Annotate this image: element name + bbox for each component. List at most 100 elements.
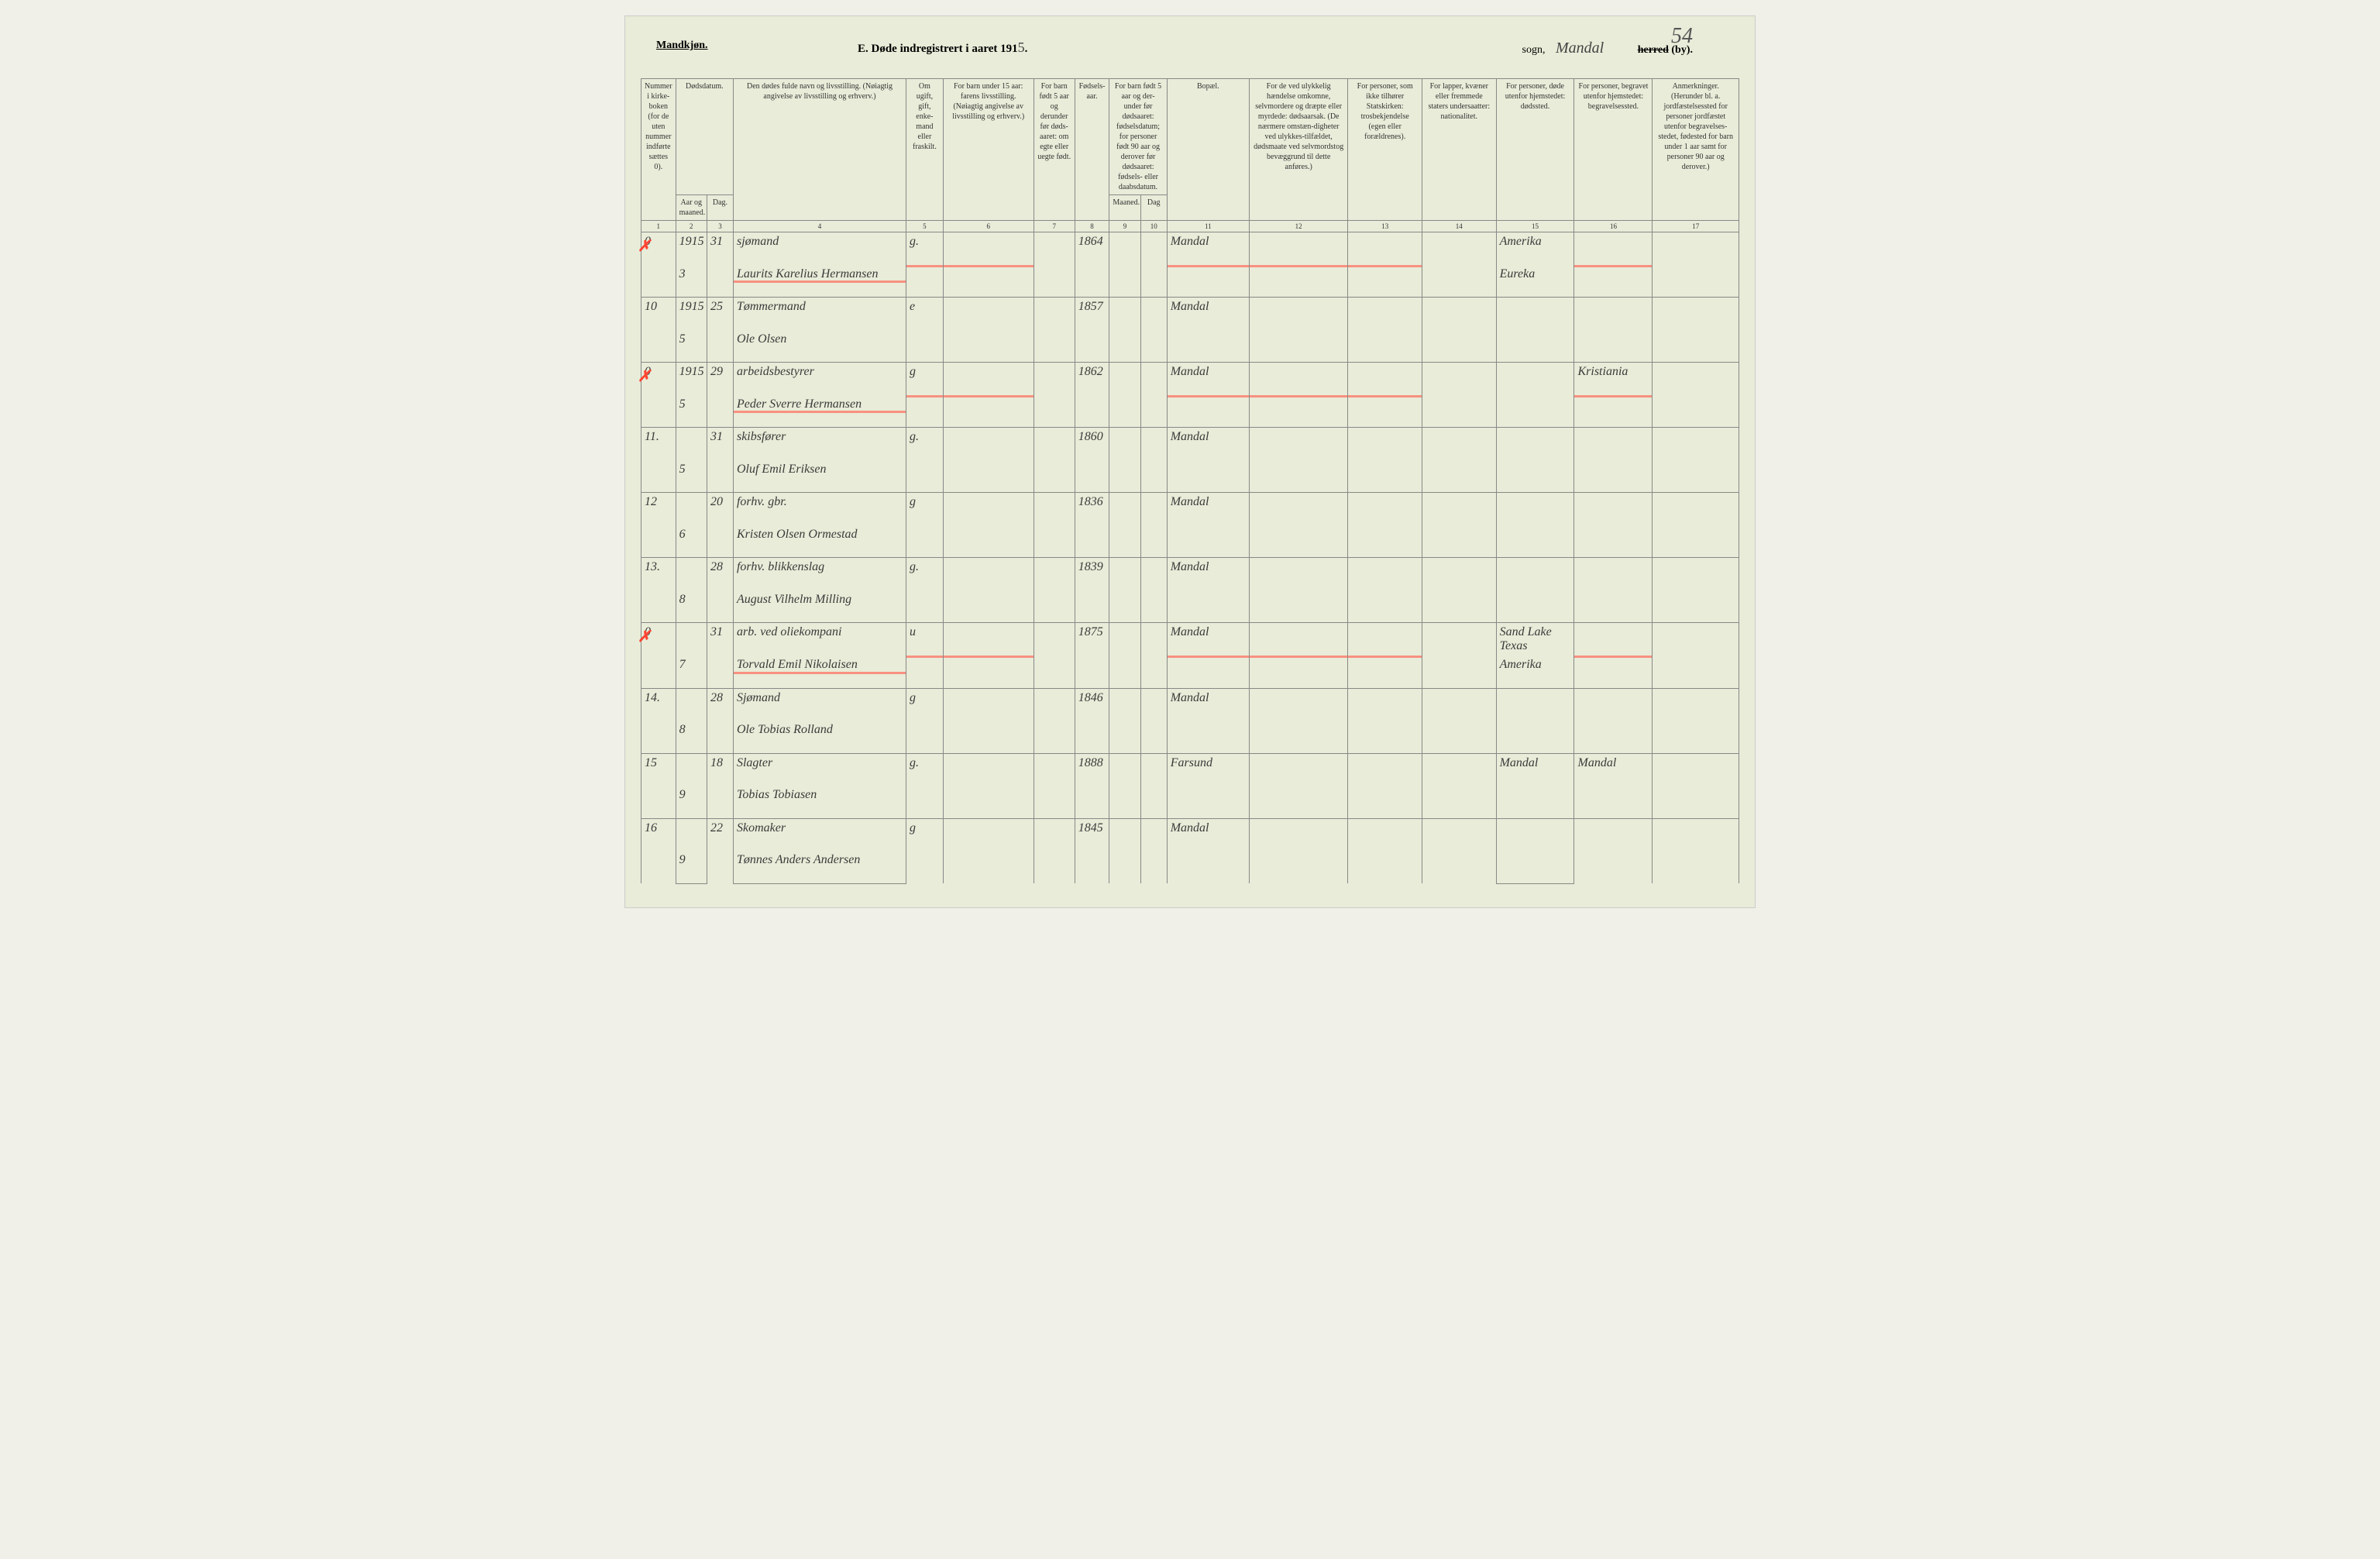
deceased-name: Kristen Olsen Ormestad	[733, 525, 906, 558]
cause	[1249, 688, 1347, 753]
year	[676, 558, 707, 590]
nationality	[1422, 818, 1496, 883]
table-head: Nummer i kirke-boken (for de uten nummer…	[641, 79, 1739, 232]
red-strike-line	[734, 672, 906, 674]
death-place: Amerika	[1496, 232, 1574, 265]
remarks	[1653, 623, 1739, 689]
birth-year: 1857	[1075, 298, 1109, 363]
red-strike-line	[1250, 656, 1347, 658]
deceased-name: Torvald Emil Nikolaisen	[733, 656, 906, 688]
month: 3	[676, 265, 707, 298]
table-row: ✗031arb. ved oliekompaniu1875MandalSand …	[641, 623, 1739, 656]
year	[676, 493, 707, 525]
red-strike-line	[1250, 395, 1347, 397]
death-place-2	[1496, 395, 1574, 428]
page-header: Mandkjøn. E. Døde indregistrert i aaret …	[641, 40, 1739, 71]
father-occ	[943, 818, 1034, 883]
birth-day	[1140, 818, 1167, 883]
col-header: Dag.	[707, 195, 733, 221]
marital: g	[906, 493, 944, 558]
red-strike-line	[734, 280, 906, 283]
parish-block: sogn, Mandal herred (by).	[1522, 40, 1693, 57]
religion	[1348, 232, 1422, 298]
entry-number: ✗0	[641, 363, 676, 428]
death-place	[1496, 688, 1574, 721]
red-strike-line	[944, 395, 1034, 397]
year: 1915	[676, 363, 707, 395]
father-occ	[943, 493, 1034, 558]
occupation: arbeidsbestyrer	[733, 363, 906, 395]
father-occ	[943, 688, 1034, 753]
father-occ	[943, 428, 1034, 493]
burial-place	[1574, 558, 1653, 623]
birth-year: 1860	[1075, 428, 1109, 493]
deceased-name: Oluf Emil Eriksen	[733, 460, 906, 493]
deceased-name: Peder Sverre Hermansen	[733, 395, 906, 428]
col-header: For barn født 5 aar og der-under før død…	[1109, 79, 1167, 195]
religion	[1348, 363, 1422, 428]
nationality	[1422, 232, 1496, 298]
year: 1915	[676, 298, 707, 330]
legit	[1034, 753, 1075, 818]
burial-place	[1574, 623, 1653, 689]
month: 5	[676, 330, 707, 363]
year	[676, 428, 707, 460]
legit	[1034, 688, 1075, 753]
religion	[1348, 753, 1422, 818]
table-row: 13.28forhv. blikkenslagg.1839Mandal	[641, 558, 1739, 590]
col-header: Dødsdatum.	[676, 79, 733, 195]
birth-month	[1109, 298, 1140, 363]
marital: g.	[906, 753, 944, 818]
death-place: Sand Lake Texas	[1496, 623, 1574, 656]
cause	[1249, 232, 1347, 298]
birth-month	[1109, 623, 1140, 689]
col-header: For barn født 5 aar og derunder før døds…	[1034, 79, 1075, 221]
red-strike-line	[1348, 656, 1422, 658]
death-place	[1496, 818, 1574, 851]
birth-month	[1109, 818, 1140, 883]
red-strike-line	[944, 656, 1034, 658]
cause	[1249, 493, 1347, 558]
death-place	[1496, 298, 1574, 330]
residence: Mandal	[1167, 818, 1249, 883]
religion	[1348, 493, 1422, 558]
birth-year: 1864	[1075, 232, 1109, 298]
year	[676, 753, 707, 786]
red-strike-line	[1168, 395, 1249, 397]
entry-number: 12	[641, 493, 676, 558]
col-header: For personer, som ikke tilhører Statskir…	[1348, 79, 1422, 221]
birth-month	[1109, 232, 1140, 298]
remarks	[1653, 688, 1739, 753]
legit	[1034, 818, 1075, 883]
cause	[1249, 818, 1347, 883]
ledger-page: 54 Mandkjøn. E. Døde indregistrert i aar…	[624, 15, 1756, 908]
birth-day	[1140, 753, 1167, 818]
birth-month	[1109, 688, 1140, 753]
burial-place: Kristiania	[1574, 363, 1653, 428]
remarks	[1653, 818, 1739, 883]
deceased-name: Tobias Tobiasen	[733, 786, 906, 818]
day: 31	[707, 428, 733, 493]
religion	[1348, 623, 1422, 689]
marital: g	[906, 818, 944, 883]
red-strike-line	[1574, 656, 1652, 658]
birth-day	[1140, 623, 1167, 689]
col-header: Fødsels-aar.	[1075, 79, 1109, 221]
column-number-row: 1 2 3 4 5 6 7 8 9 10 11 12 13 14 15 16 1…	[641, 221, 1739, 232]
red-strike-line	[1348, 395, 1422, 397]
deceased-name: Ole Olsen	[733, 330, 906, 363]
gender-label: Mandkjøn.	[656, 40, 708, 52]
month: 9	[676, 786, 707, 818]
red-strike-line	[1168, 265, 1249, 267]
occupation: sjømand	[733, 232, 906, 265]
red-strike-line	[1574, 265, 1652, 267]
red-mark-icon: ✗	[638, 627, 652, 641]
birth-year: 1836	[1075, 493, 1109, 558]
day: 22	[707, 818, 733, 883]
birth-year: 1839	[1075, 558, 1109, 623]
entry-number: 13.	[641, 558, 676, 623]
day: 31	[707, 623, 733, 689]
father-occ	[943, 298, 1034, 363]
year-suffix: 5	[1018, 40, 1025, 55]
birth-day	[1140, 298, 1167, 363]
